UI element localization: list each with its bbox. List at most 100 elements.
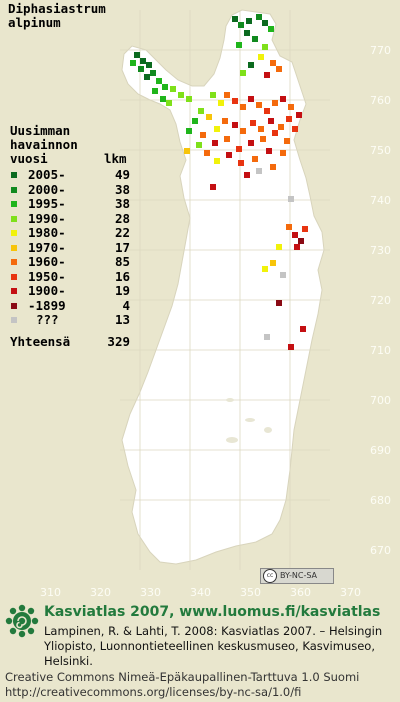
observation-square <box>162 84 168 90</box>
observation-square <box>248 62 254 68</box>
observation-square <box>150 70 156 76</box>
kasviatlas-logo-icon <box>5 604 39 638</box>
observation-square <box>276 66 282 72</box>
cc-icon: cc <box>263 569 277 583</box>
observation-square <box>262 20 268 26</box>
observation-square <box>280 150 286 156</box>
legend-count: 22 <box>114 225 130 240</box>
legend-count: 28 <box>114 210 130 226</box>
observation-square <box>224 92 230 98</box>
observation-square <box>258 126 264 132</box>
legend-row: 1900- 19 <box>10 284 150 299</box>
observation-square <box>272 100 278 106</box>
y-label: 770 <box>370 44 391 57</box>
observation-square <box>200 132 206 138</box>
species-name: Diphasiastrum alpinum <box>8 1 106 30</box>
observation-square <box>138 66 144 72</box>
x-label: 340 <box>190 586 211 599</box>
y-axis-labels: 770 760 750 740 730 720 710 700 690 680 … <box>370 44 391 557</box>
observation-square <box>244 172 250 178</box>
observation-square <box>258 54 264 60</box>
legend-range: 1950- <box>28 268 66 284</box>
observation-square <box>286 116 292 122</box>
legend-range: -1899 <box>28 297 66 313</box>
legend-count: 16 <box>114 268 130 284</box>
license-url[interactable]: http://creativecommons.org/licenses/by-n… <box>5 685 302 699</box>
observation-square <box>238 160 244 166</box>
legend-col-count: lkm <box>104 151 127 166</box>
legend-total-count: 329 <box>107 334 130 349</box>
legend-row: 1950- 16 <box>10 268 150 285</box>
cc-license-badge[interactable]: cc BY-NC-SA <box>260 568 334 584</box>
observation-square <box>270 260 276 266</box>
y-label: 690 <box>370 444 391 457</box>
observation-square <box>278 124 284 130</box>
observation-square <box>266 148 272 154</box>
legend-swatch <box>11 302 17 309</box>
observation-square <box>204 150 210 156</box>
observation-square <box>226 152 232 158</box>
observation-square <box>250 120 256 126</box>
legend-count: 4 <box>122 297 130 313</box>
observation-square <box>210 92 216 98</box>
legend-total: Yhteensä 329 <box>10 335 150 349</box>
observation-square <box>270 164 276 170</box>
observation-squares <box>130 14 308 350</box>
observation-square <box>260 136 266 142</box>
observation-square <box>284 138 290 144</box>
observation-square <box>210 184 216 190</box>
observation-square <box>262 44 268 50</box>
y-label: 710 <box>370 344 391 357</box>
legend-range: 1980- <box>28 225 66 240</box>
observation-square <box>240 128 246 134</box>
observation-square <box>248 140 254 146</box>
legend-row: 1980- 22 <box>10 226 150 241</box>
y-label: 760 <box>370 94 391 107</box>
legend-header: vuosi lkm <box>10 152 150 166</box>
y-label: 670 <box>370 544 391 557</box>
legend-count: 13 <box>114 312 130 327</box>
legend-row: 2000- 38 <box>10 181 150 198</box>
legend-range: 2005- <box>28 167 66 182</box>
observation-square <box>292 126 298 132</box>
legend-swatch <box>11 288 17 294</box>
x-axis-labels: 310 320 330 340 350 360 370 <box>40 586 361 599</box>
x-label: 360 <box>290 586 311 599</box>
observation-square <box>276 244 282 250</box>
observation-square <box>252 156 258 162</box>
observation-square <box>256 102 262 108</box>
legend-total-label: Yhteensä <box>10 334 71 349</box>
observation-square <box>256 168 262 174</box>
observation-square <box>272 130 278 136</box>
y-label: 730 <box>370 244 391 257</box>
legend-swatch <box>11 273 17 280</box>
observation-square <box>244 30 250 36</box>
observation-square <box>130 60 136 66</box>
observation-square <box>280 272 286 278</box>
observation-square <box>156 78 162 84</box>
observation-square <box>160 96 166 102</box>
observation-square <box>232 16 238 22</box>
observation-square <box>262 266 268 272</box>
observation-square <box>264 108 270 114</box>
legend-swatch <box>11 317 17 323</box>
observation-square <box>146 62 152 68</box>
legend-range: 1990- <box>28 210 66 226</box>
cc-badge-text: BY-NC-SA <box>280 571 318 580</box>
observation-square <box>276 300 282 306</box>
license-text: Creative Commons Nimeä-Epäkaupallinen-Ta… <box>5 670 360 684</box>
observation-square <box>214 158 220 164</box>
legend-count: 17 <box>114 239 130 255</box>
observation-square <box>134 52 140 58</box>
legend-count: 85 <box>114 254 130 269</box>
observation-square <box>280 96 286 102</box>
observation-square <box>224 136 230 142</box>
observation-square <box>186 96 192 102</box>
observation-square <box>248 96 254 102</box>
legend-count: 38 <box>114 181 130 197</box>
legend-row: 1990- 28 <box>10 210 150 227</box>
legend-range: 1995- <box>28 196 66 211</box>
legend-swatch <box>11 201 17 207</box>
observation-square <box>236 42 242 48</box>
observation-square <box>300 326 306 332</box>
